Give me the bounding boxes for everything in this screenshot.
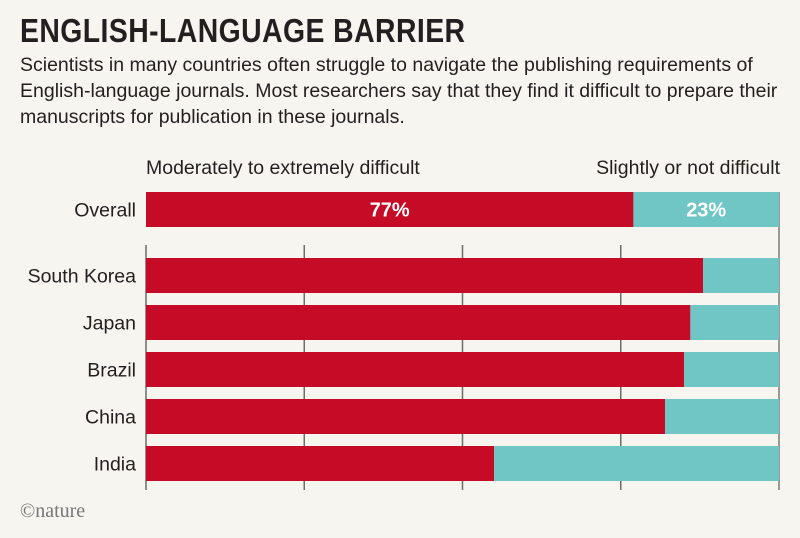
bar-difficult-4 — [146, 399, 666, 434]
bar-difficult-3 — [146, 352, 685, 387]
bar-not-difficult-0 — [633, 192, 779, 227]
bar-difficult-0 — [146, 192, 634, 227]
data-label-difficult: 77% — [370, 200, 410, 222]
category-label: South Korea — [28, 266, 137, 288]
nature-credit: ©nature — [20, 500, 86, 522]
category-label: China — [85, 407, 136, 429]
chart-subtitle: Scientists in many countries often strug… — [20, 54, 778, 128]
category-label: Overall — [74, 200, 136, 222]
legend-not-difficult: Slightly or not difficult — [596, 157, 780, 179]
category-label: India — [94, 454, 136, 476]
bar-not-difficult-5 — [494, 446, 779, 481]
chart-title: ENGLISH-LANGUAGE BARRIER — [20, 12, 466, 49]
bar-not-difficult-2 — [690, 305, 779, 340]
data-label-not-difficult: 23% — [686, 200, 726, 222]
category-label: Japan — [83, 313, 136, 335]
legend-difficult: Moderately to extremely difficult — [146, 157, 420, 179]
bar-not-difficult-4 — [665, 399, 779, 434]
bar-difficult-5 — [146, 446, 495, 481]
bar-not-difficult-3 — [684, 352, 779, 387]
bar-difficult-2 — [146, 305, 691, 340]
bar-not-difficult-1 — [703, 258, 779, 293]
bar-difficult-1 — [146, 258, 704, 293]
category-label: Brazil — [87, 360, 136, 382]
